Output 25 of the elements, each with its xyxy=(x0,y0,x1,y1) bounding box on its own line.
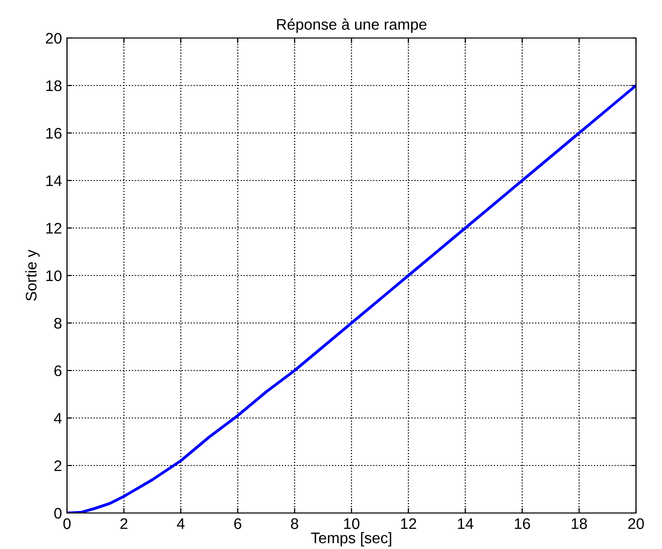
chart-title: Réponse à une rampe xyxy=(277,18,426,33)
y-tick-label: 2 xyxy=(54,460,62,472)
y-tick-label: 6 xyxy=(54,365,62,376)
y-tick-label: 14 xyxy=(46,176,62,186)
y-tick-label: 20 xyxy=(46,32,62,44)
x-tick-label: 4 xyxy=(176,518,185,529)
y-tick-label: 12 xyxy=(46,222,62,234)
y-tick-label: 8 xyxy=(54,318,62,329)
x-axis-title: Temps [sec] xyxy=(311,532,392,546)
x-tick-label: 2 xyxy=(120,518,128,529)
y-tick-label: 0 xyxy=(54,508,62,519)
x-tick-label: 16 xyxy=(514,518,530,530)
x-tick-label: 12 xyxy=(401,518,416,529)
y-tick-label: 18 xyxy=(46,80,62,92)
x-tick-label: 6 xyxy=(234,518,242,530)
x-tick-label: 14 xyxy=(458,518,474,529)
y-tick-label: 4 xyxy=(54,413,62,424)
x-tick-label: 10 xyxy=(344,518,360,530)
x-tick-label: 20 xyxy=(628,518,644,530)
x-tick-label: 8 xyxy=(291,518,298,530)
x-tick-label: 18 xyxy=(572,518,587,530)
y-axis-title: Sortie y xyxy=(25,250,40,301)
y-tick-label: 16 xyxy=(46,128,62,139)
y-tick-label: 10 xyxy=(46,270,62,282)
x-tick-label: 0 xyxy=(63,518,71,530)
